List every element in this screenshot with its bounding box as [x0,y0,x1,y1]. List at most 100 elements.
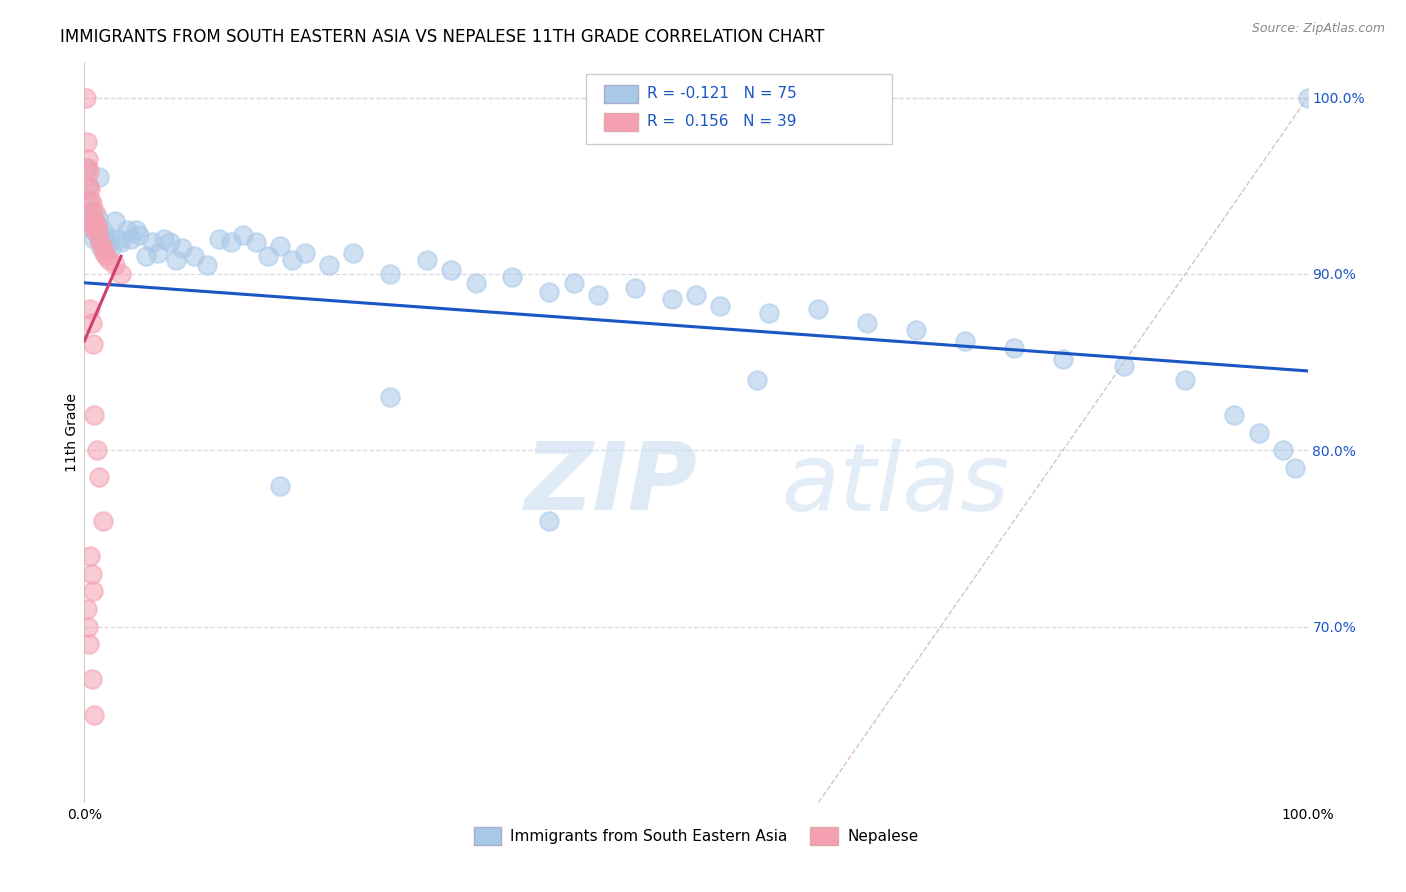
Point [97,232,120,246]
Point [1247,425,1270,440]
Point [125,223,148,237]
FancyBboxPatch shape [586,73,891,144]
Point [87,232,110,246]
Text: ZIP: ZIP [524,439,697,531]
Point [83,223,105,237]
Point [97,252,120,267]
Point [77,178,100,193]
Point [208,232,231,246]
Point [82,337,104,351]
Point [107,232,129,246]
Point [661,292,683,306]
Point [91,223,114,237]
Point [257,249,280,263]
Point [91,240,114,254]
Point [77,161,100,176]
Point [80,566,103,581]
Point [89,232,111,246]
Text: R = -0.121   N = 75: R = -0.121 N = 75 [647,86,797,101]
Point [538,285,561,299]
Point [77,165,100,179]
Point [807,302,830,317]
Point [87,169,110,184]
Point [80,196,103,211]
Point [1223,408,1246,422]
Point [76,602,98,616]
Point [82,218,104,232]
Point [758,306,780,320]
Point [342,245,364,260]
Point [86,218,108,232]
Point [94,235,117,250]
Point [141,235,163,250]
Point [87,223,110,237]
Point [104,258,127,272]
Point [93,245,115,260]
Point [1002,341,1025,355]
Point [281,252,304,267]
Point [165,252,187,267]
Point [159,235,181,250]
Point [135,249,157,263]
Point [80,673,103,687]
Legend: Immigrants from South Eastern Asia, Nepalese: Immigrants from South Eastern Asia, Nepa… [467,821,925,851]
Text: IMMIGRANTS FROM SOUTH EASTERN ASIA VS NEPALESE 11TH GRADE CORRELATION CHART: IMMIGRANTS FROM SOUTH EASTERN ASIA VS NE… [60,28,824,45]
Point [77,619,100,633]
Point [269,239,291,253]
Point [380,390,402,404]
Point [77,153,100,167]
Point [75,91,97,105]
Point [76,161,98,176]
Point [294,245,316,260]
Point [96,249,118,263]
Point [110,267,132,281]
Point [195,258,218,272]
Point [83,408,105,422]
Point [79,193,101,207]
Point [104,214,127,228]
Point [80,205,103,219]
Point [440,263,463,277]
Point [76,135,98,149]
Point [77,196,100,211]
Point [538,514,561,528]
Text: atlas: atlas [782,439,1010,530]
Point [1296,91,1319,105]
Point [416,252,439,267]
FancyBboxPatch shape [605,112,638,131]
Point [77,637,100,651]
Point [87,469,110,483]
Y-axis label: 11th Grade: 11th Grade [65,393,79,472]
Point [84,214,107,228]
Point [84,205,107,219]
Point [86,443,108,458]
Point [502,270,524,285]
Point [1052,351,1074,366]
Point [269,478,291,492]
Point [1174,373,1197,387]
Point [80,316,103,330]
Point [624,281,647,295]
Point [82,584,104,599]
Text: Source: ZipAtlas.com: Source: ZipAtlas.com [1251,22,1385,36]
Point [562,276,585,290]
FancyBboxPatch shape [605,85,638,103]
Point [83,707,105,722]
Point [115,223,138,237]
Point [91,514,114,528]
Point [1284,461,1306,475]
Point [100,240,122,254]
Point [856,316,879,330]
Point [219,235,242,250]
Point [146,245,169,260]
Point [464,276,486,290]
Point [79,214,101,228]
Point [905,323,928,337]
Point [709,299,731,313]
Point [318,258,340,272]
Point [79,302,101,317]
Point [79,182,101,196]
Point [953,334,976,348]
Point [172,240,194,254]
Point [93,232,115,246]
